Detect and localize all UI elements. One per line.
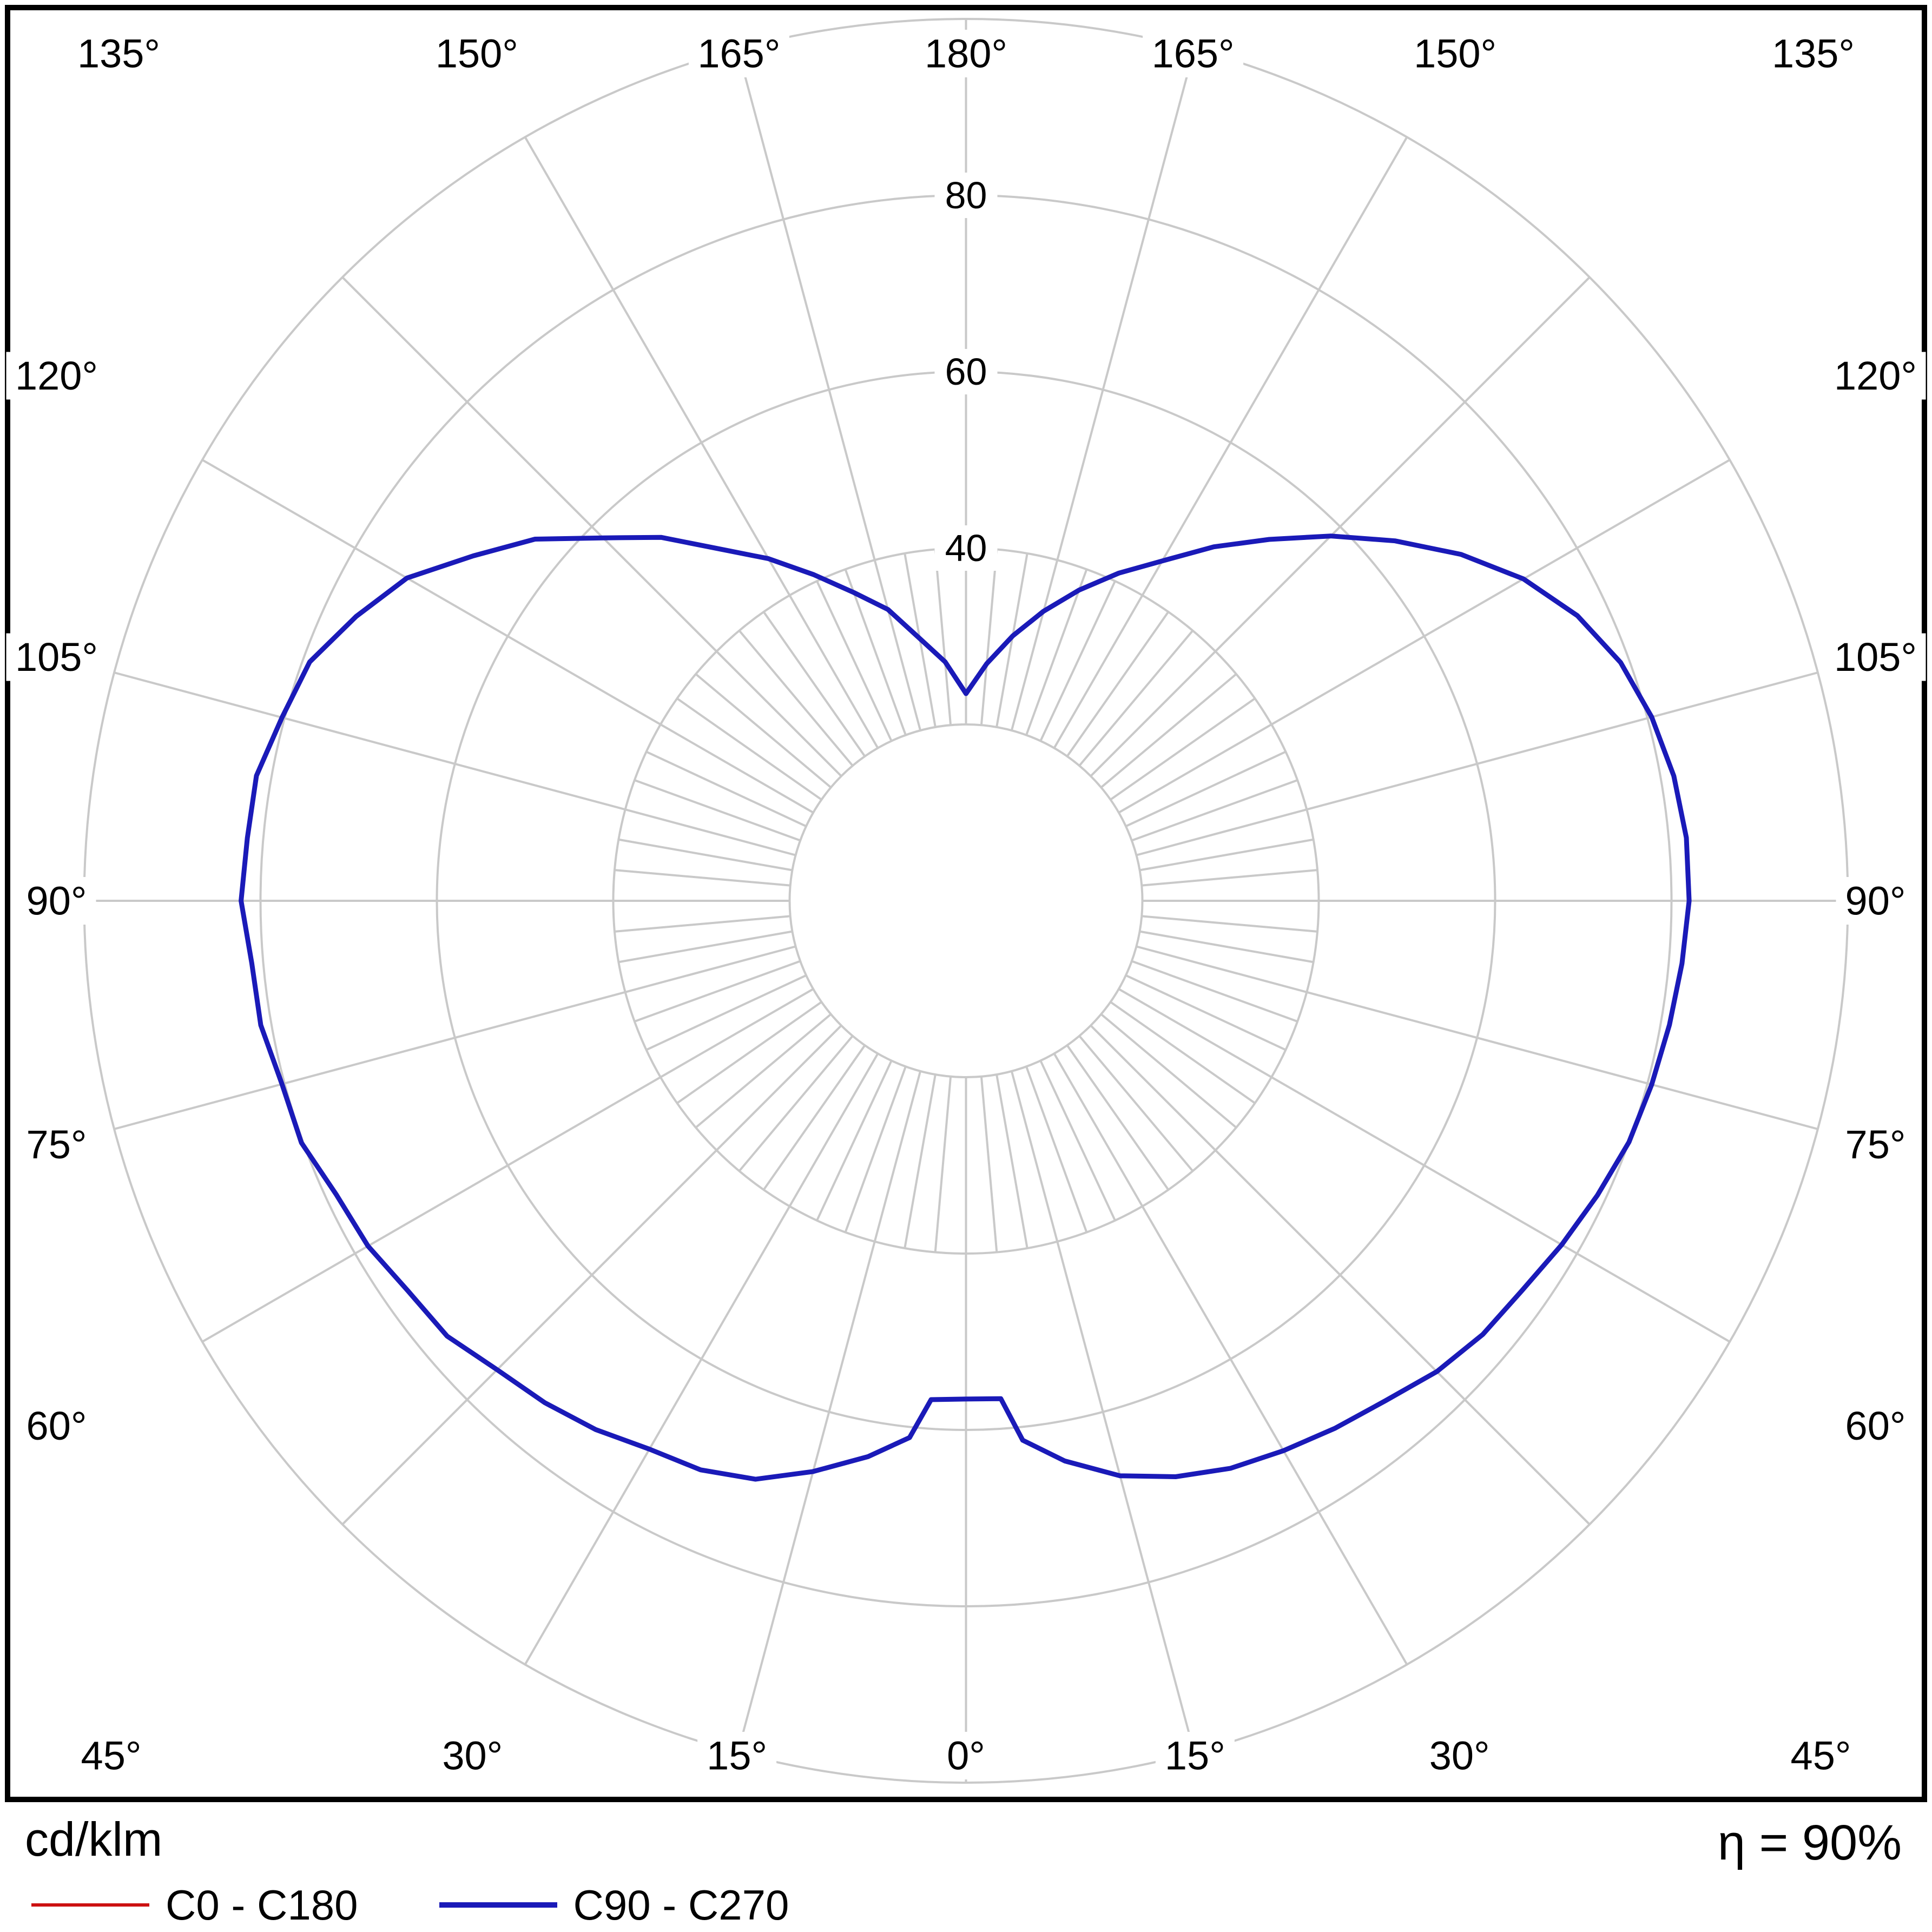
angle-label-bg: [1836, 1120, 1915, 1169]
legend: C0 - C180 C90 - C270: [31, 1884, 789, 1926]
angle-label-bg: [1420, 1732, 1499, 1779]
angle-label: 90°: [27, 879, 87, 924]
radial-tick-label-bg: [934, 525, 998, 571]
radial-tick-label: 40: [945, 527, 987, 569]
angle-label-bg: [915, 30, 1017, 77]
legend-label-c90-c270: C90 - C270: [573, 1881, 789, 1929]
angle-label-bg: [937, 1732, 995, 1779]
angle-label: 45°: [81, 1733, 142, 1778]
angle-label: 120°: [1834, 353, 1917, 398]
angle-label: 60°: [1845, 1403, 1906, 1448]
angle-label-bg: [426, 30, 527, 77]
angle-label-bg: [1143, 30, 1244, 77]
angle-label-bg: [1836, 877, 1915, 925]
angle-label: 75°: [27, 1122, 87, 1167]
angle-label: 180°: [925, 31, 1007, 76]
angle-label: 135°: [77, 31, 160, 76]
legend-swatch-c90-c270: [439, 1902, 557, 1908]
radial-tick-label-bg: [934, 173, 998, 218]
angle-label: 105°: [1834, 635, 1917, 680]
radial-tick-label: 80: [945, 174, 987, 216]
angle-label: 15°: [707, 1733, 767, 1778]
angle-label: 60°: [27, 1403, 87, 1448]
chart-footer: cd/klm η = 90% C0 - C180 C90 - C270: [0, 1807, 1932, 1932]
angle-label-bg: [1836, 1402, 1915, 1450]
angle-label-bg: [1405, 30, 1506, 77]
angle-label: 90°: [1845, 879, 1906, 924]
legend-label-c0-c180: C0 - C180: [166, 1881, 358, 1929]
radial-tick-label-bg: [934, 349, 998, 394]
angle-label: 120°: [15, 353, 98, 398]
angle-label-bg: [17, 877, 96, 925]
angle-label: 150°: [436, 31, 518, 76]
angle-label-bg: [6, 352, 107, 400]
angle-label: 45°: [1791, 1733, 1851, 1778]
angle-label-bg: [68, 30, 169, 77]
angle-label: 150°: [1414, 31, 1496, 76]
angle-label-bg: [71, 1732, 151, 1779]
angle-label-bg: [1825, 633, 1926, 681]
angle-label: 135°: [1772, 31, 1855, 76]
angle-label-bg: [688, 30, 789, 77]
angle-label-bg: [1825, 352, 1926, 400]
angle-label: 75°: [1845, 1122, 1906, 1167]
angle-label-bg: [697, 1732, 777, 1779]
angle-label-bg: [6, 633, 107, 681]
angle-label-bg: [17, 1402, 96, 1450]
angle-label: 105°: [15, 635, 98, 680]
angle-label-bg: [433, 1732, 512, 1779]
angle-label: 165°: [697, 31, 780, 76]
angle-label: 0°: [947, 1733, 985, 1778]
angle-label-bg: [17, 1120, 96, 1169]
angle-label-bg: [1781, 1732, 1861, 1779]
angle-label: 165°: [1152, 31, 1235, 76]
legend-swatch-c0-c180: [31, 1903, 149, 1907]
units-label: cd/klm: [25, 1812, 163, 1866]
radial-tick-label: 60: [945, 351, 987, 393]
intensity-curve-c90-c270: [239, 533, 1692, 1482]
angle-label-bg: [1155, 1732, 1235, 1779]
efficiency-label: η = 90%: [1717, 1815, 1902, 1870]
angle-label: 30°: [442, 1733, 503, 1778]
angle-label: 30°: [1429, 1733, 1490, 1778]
angle-label: 15°: [1165, 1733, 1225, 1778]
angle-label-bg: [1763, 30, 1864, 77]
polar-chart: 0° 15° 15° 30° 30° 45° 45° 60° 60° 75° 75° 90° 90° 10…: [5, 5, 1927, 1802]
